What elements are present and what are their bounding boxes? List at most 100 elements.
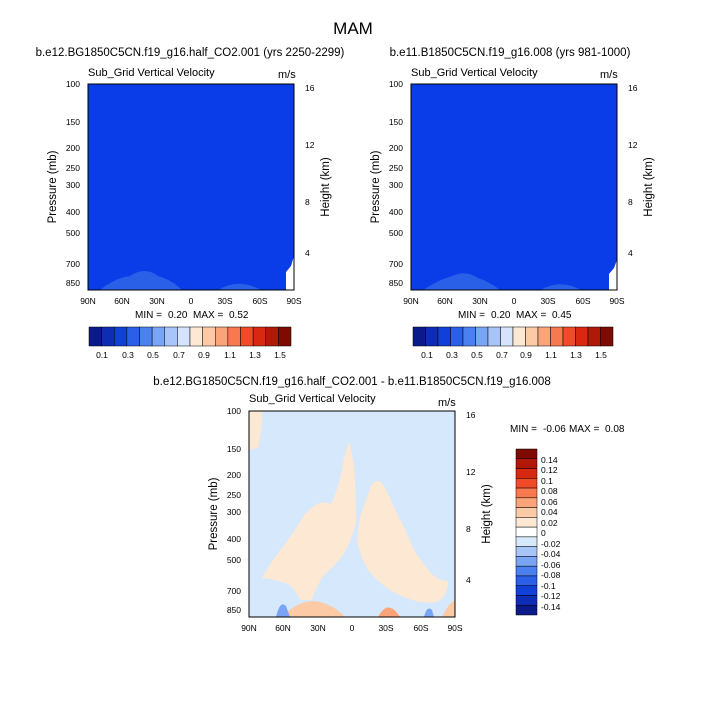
- colorbar-label: 0.3: [122, 350, 134, 360]
- panel-3-right-ticks: 16 12 8 4: [466, 410, 476, 585]
- panel-3-stats: MIN = -0.06 MAX = 0.08: [510, 424, 625, 435]
- panel-2-ylabel: Pressure (mb): [370, 150, 382, 223]
- panel-3-negative-region: [424, 608, 434, 617]
- colorbar-label: -0.06: [541, 560, 561, 570]
- panel-3-y-ticks: 100 150 200 250 300 400 500 700 850: [227, 406, 241, 615]
- height-tick-label: 8: [305, 197, 310, 207]
- panel-3-positive-region: [249, 411, 262, 450]
- colorbar-swatch: [151, 326, 165, 347]
- height-tick-label: 16: [628, 83, 638, 93]
- y-tick-label: 100: [227, 406, 241, 416]
- y-tick-label: 850: [227, 605, 241, 615]
- y-tick-label: 250: [227, 490, 241, 500]
- colorbar-swatch: [412, 326, 426, 347]
- panel-2-right-ticks: 16 12 8 4: [628, 83, 638, 258]
- panel-2-colorbar-labels: 0.1 0.3 0.5 0.7 0.9 1.1 1.3 1.5: [421, 350, 607, 360]
- colorbar-swatch: [515, 497, 538, 508]
- panel-3-subtitle: Sub_Grid Vertical Velocity: [249, 393, 376, 405]
- colorbar-swatch: [240, 326, 254, 347]
- panel-2-frame: [410, 83, 618, 291]
- colorbar-swatch: [278, 326, 292, 347]
- panel-2-edge-gap: [609, 260, 617, 290]
- x-tick-label: 30N: [149, 296, 165, 306]
- colorbar-swatch: [587, 326, 601, 347]
- panel-1-ylabel: Pressure (mb): [47, 150, 59, 223]
- height-tick-label: 12: [305, 140, 315, 150]
- min-value: 0.20: [491, 310, 511, 321]
- panel-3-frame: [248, 410, 456, 618]
- colorbar-swatch: [202, 326, 216, 347]
- panel-3: b.e12.BG1850C5CN.f19_g16.half_CO2.001 - …: [153, 376, 625, 633]
- panel-2-title: b.e11.B1850C5CN.f19_g16.008 (yrs 981-100…: [390, 47, 631, 59]
- max-label: MAX =: [193, 310, 223, 321]
- y-tick-label: 400: [389, 207, 403, 217]
- max-value: 0.45: [552, 310, 572, 321]
- panel-3-colorbar: [515, 448, 538, 616]
- panel-1-subtitle: Sub_Grid Vertical Velocity: [88, 67, 215, 79]
- colorbar-label: -0.1: [541, 581, 556, 591]
- colorbar-swatch: [575, 326, 589, 347]
- colorbar-swatch: [515, 595, 538, 606]
- colorbar-swatch: [512, 326, 526, 347]
- colorbar-swatch: [515, 546, 538, 557]
- y-tick-label: 250: [66, 163, 80, 173]
- min-label: MIN =: [458, 310, 485, 321]
- panel-3-positive-region: [378, 607, 400, 617]
- colorbar-label: -0.02: [541, 539, 561, 549]
- x-tick-label: 60S: [575, 296, 590, 306]
- y-tick-label: 700: [227, 586, 241, 596]
- colorbar-label: 1.3: [570, 350, 582, 360]
- panel-2-x-ticks: 90N 60N 30N 0 30S 60S 90S: [403, 296, 625, 306]
- panel-3-positive-region: [442, 600, 455, 617]
- x-tick-label: 30S: [540, 296, 555, 306]
- colorbar-label: -0.04: [541, 549, 561, 559]
- height-tick-label: 16: [466, 410, 476, 420]
- max-value: 0.52: [229, 310, 249, 321]
- height-tick-label: 4: [466, 575, 471, 585]
- panel-3-positive-region: [262, 442, 356, 600]
- y-tick-label: 400: [66, 207, 80, 217]
- panel-2-low-feature: [540, 284, 582, 290]
- colorbar-label: -0.12: [541, 591, 561, 601]
- x-tick-label: 30S: [378, 623, 393, 633]
- panel-1-field: [88, 84, 294, 290]
- colorbar-label: 0.08: [541, 486, 558, 496]
- y-tick-label: 700: [389, 259, 403, 269]
- colorbar-swatch: [537, 326, 551, 347]
- x-tick-label: 60N: [437, 296, 453, 306]
- colorbar-swatch: [515, 604, 538, 616]
- colorbar-swatch: [515, 448, 538, 460]
- colorbar-label: 0.9: [520, 350, 532, 360]
- panel-1-edge-gap: [286, 256, 294, 290]
- y-tick-label: 150: [227, 444, 241, 454]
- max-value: 0.08: [605, 424, 625, 435]
- y-tick-label: 150: [389, 117, 403, 127]
- colorbar-swatch: [515, 565, 538, 577]
- panel-3-ylabel-right: Height (km): [481, 484, 493, 544]
- x-tick-label: 30N: [310, 623, 326, 633]
- height-tick-label: 12: [466, 467, 476, 477]
- panel-3-units: m/s: [438, 397, 456, 409]
- panel-1-x-ticks: 90N 60N 30N 0 30S 60S 90S: [80, 296, 302, 306]
- y-tick-label: 200: [227, 470, 241, 480]
- panel-1-low-feature: [218, 283, 262, 290]
- colorbar-swatch: [515, 487, 538, 499]
- colorbar-label: 1.5: [595, 350, 607, 360]
- x-tick-label: 30N: [472, 296, 488, 306]
- max-label: MAX =: [516, 310, 546, 321]
- colorbar-label: 0.04: [541, 507, 558, 517]
- panel-3-positive-region: [282, 601, 345, 617]
- colorbar-swatch: [515, 507, 538, 518]
- y-tick-label: 300: [389, 180, 403, 190]
- colorbar-swatch: [515, 536, 538, 547]
- colorbar-label: 0.5: [147, 350, 159, 360]
- colorbar-swatch: [227, 326, 241, 347]
- y-tick-label: 100: [66, 79, 80, 89]
- colorbar-label: 0: [541, 528, 546, 538]
- y-tick-label: 700: [66, 259, 80, 269]
- colorbar-swatch: [462, 326, 476, 347]
- panel-2-subtitle: Sub_Grid Vertical Velocity: [411, 67, 538, 79]
- x-tick-label: 0: [512, 296, 517, 306]
- x-tick-label: 90N: [80, 296, 96, 306]
